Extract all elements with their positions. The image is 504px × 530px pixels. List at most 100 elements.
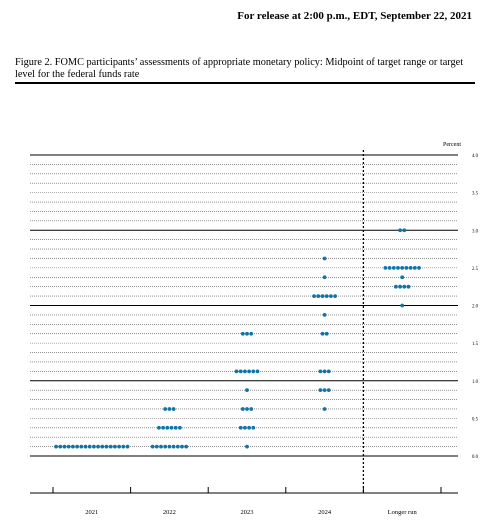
dot-point xyxy=(121,444,126,449)
dot-point xyxy=(240,331,245,336)
dot-point xyxy=(167,407,172,411)
dot-point xyxy=(322,407,327,411)
dot-point xyxy=(169,425,174,430)
dot-point xyxy=(316,294,321,298)
dot-point xyxy=(249,331,254,336)
dot-point xyxy=(400,303,405,308)
dot-point xyxy=(402,228,407,233)
dot-point xyxy=(171,444,176,449)
x-axis xyxy=(30,150,458,494)
dot-point xyxy=(71,444,75,449)
y-tick-label: 1.5 xyxy=(472,342,479,347)
dot-point xyxy=(251,425,256,430)
dot-point xyxy=(159,444,163,449)
dot-point xyxy=(312,294,316,298)
dot-point xyxy=(329,294,333,298)
dot-point xyxy=(324,331,329,336)
dot-point xyxy=(404,265,409,270)
dot-point xyxy=(318,369,323,374)
dot-point xyxy=(54,444,58,449)
dot-point xyxy=(125,444,130,449)
dot-point xyxy=(245,331,249,336)
dot-point xyxy=(243,425,247,430)
dot-point xyxy=(184,444,189,449)
dot-point xyxy=(322,369,327,374)
dot-point xyxy=(180,444,184,449)
dot-point xyxy=(402,284,407,289)
dots xyxy=(54,228,421,449)
dot-point xyxy=(247,369,252,374)
y-tick-labels: 0.0 0.5 1.0 1.5 2.0 2.5 3.0 3.5 4.0 xyxy=(472,154,479,460)
dot-point xyxy=(165,425,170,430)
dot-point xyxy=(322,388,327,393)
dot-point xyxy=(400,275,405,280)
dot-point xyxy=(171,407,176,411)
dot-point xyxy=(320,331,325,336)
dot-point xyxy=(245,444,249,449)
dot-point xyxy=(249,407,254,411)
dot-point xyxy=(117,444,121,449)
x-tick-labels: 2021 2022 2023 2024 Longer run xyxy=(85,509,417,516)
figure-caption: Figure 2. FOMC participants’ assessments… xyxy=(15,57,464,80)
dot-point xyxy=(326,369,331,374)
y-tick-label: 1.0 xyxy=(472,380,479,385)
dot-point xyxy=(322,256,327,261)
x-tick-label: 2024 xyxy=(318,509,332,516)
dot-point xyxy=(243,369,247,374)
dot-point xyxy=(320,294,325,298)
dot-point xyxy=(66,444,71,449)
dot-point xyxy=(62,444,67,449)
dot-point xyxy=(391,265,396,270)
release-notice: For release at 2:00 p.m., EDT, September… xyxy=(237,10,472,22)
dot-point xyxy=(100,444,105,449)
dot-point xyxy=(178,425,182,430)
gridlines xyxy=(30,154,458,457)
dot-point xyxy=(92,444,96,449)
dot-point xyxy=(333,294,337,298)
dot-point xyxy=(251,369,256,374)
dot-point xyxy=(398,284,402,289)
dot-point xyxy=(406,284,411,289)
dot-point xyxy=(104,444,109,449)
dot-point xyxy=(240,407,245,411)
y-tick-label: 2.5 xyxy=(472,267,479,272)
dot-point xyxy=(96,444,100,449)
y-tick-label: 2.0 xyxy=(472,305,479,310)
x-tick-label: 2022 xyxy=(163,509,176,516)
dot-point xyxy=(173,425,178,430)
dot-point xyxy=(175,444,180,449)
dot-point xyxy=(113,444,117,449)
dot-point xyxy=(157,425,161,430)
dot-point xyxy=(108,444,113,449)
dot-point xyxy=(396,265,400,270)
x-tick-label: Longer run xyxy=(388,509,418,516)
dot-point xyxy=(161,425,166,430)
y-tick-label: 0.5 xyxy=(472,417,479,422)
dot-point xyxy=(408,265,413,270)
dot-point xyxy=(417,265,421,270)
dot-point xyxy=(322,313,327,317)
dot-point xyxy=(154,444,159,449)
y-tick-label: 4.0 xyxy=(472,154,479,159)
dot-point xyxy=(326,388,331,393)
dot-point xyxy=(247,425,252,430)
dot-point xyxy=(83,444,88,449)
dot-point xyxy=(387,265,392,270)
dot-point xyxy=(234,369,239,374)
dot-point xyxy=(383,265,388,270)
dot-point xyxy=(163,407,168,411)
dot-point xyxy=(255,369,260,374)
dot-point xyxy=(324,294,329,298)
dot-point xyxy=(400,265,405,270)
dot-point xyxy=(87,444,92,449)
caption-rule xyxy=(15,82,475,84)
dot-point xyxy=(398,228,402,233)
x-tick-label: 2023 xyxy=(241,509,254,516)
y-tick-label: 0.0 xyxy=(472,455,479,460)
dot-point xyxy=(163,444,168,449)
x-tick-label: 2021 xyxy=(85,509,98,516)
dot-point xyxy=(412,265,417,270)
y-tick-label: 3.0 xyxy=(472,229,479,234)
dot-point xyxy=(58,444,63,449)
